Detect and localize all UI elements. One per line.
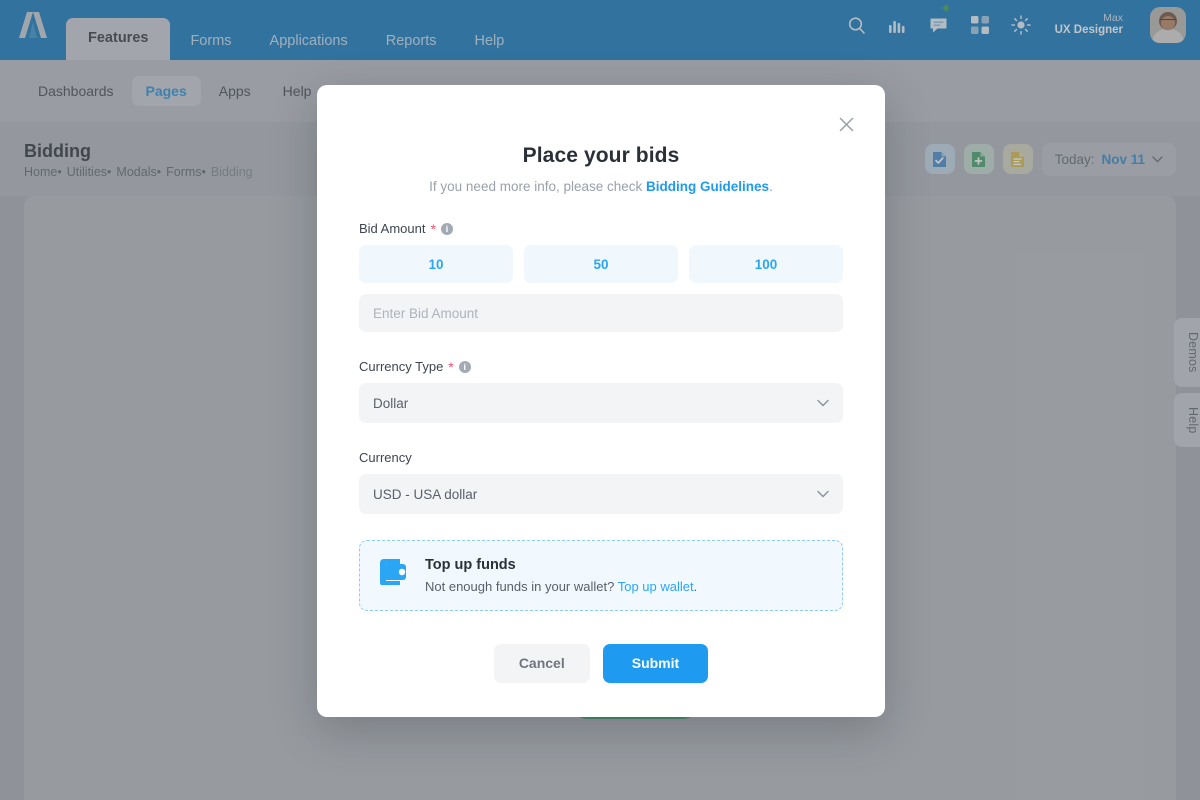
alert-body: Not enough funds in your wallet? Top up …: [425, 579, 697, 594]
side-tab-help[interactable]: Help: [1174, 392, 1200, 448]
currency-select[interactable]: USD - USA dollar: [359, 474, 843, 514]
main-tab-features-label: Features: [88, 29, 149, 46]
notification-badge-dot: [942, 5, 949, 11]
user-info[interactable]: Max UX Designer: [1055, 12, 1123, 37]
bid-amount-input[interactable]: [359, 294, 843, 332]
wallet-icon: [380, 559, 406, 585]
document-add-icon[interactable]: [963, 144, 994, 174]
breadcrumb-separator: •: [57, 165, 62, 180]
user-role: UX Designer: [1054, 24, 1123, 37]
page-actions: Today: Nov 11: [924, 142, 1176, 176]
bid-quick-amount-10[interactable]: 10: [359, 245, 513, 283]
main-tab-forms-label: Forms: [190, 32, 232, 49]
bid-quick-amounts: 10 50 100: [359, 245, 843, 283]
subnav-label-help: Help: [282, 83, 312, 99]
apps-grid-icon[interactable]: [969, 14, 991, 36]
sidebar-item-dashboards[interactable]: Dashboards: [24, 76, 128, 106]
info-icon[interactable]: i: [440, 222, 453, 235]
breadcrumb-separator: •: [201, 165, 206, 180]
user-name: Max: [1103, 12, 1123, 25]
bid-amount-label-row: Bid Amount * i: [359, 221, 843, 236]
modal-subtitle: If you need more info, please check Bidd…: [359, 179, 843, 194]
main-tab-features[interactable]: Features: [66, 17, 171, 60]
required-asterisk: *: [430, 220, 436, 237]
sidebar-item-help[interactable]: Help: [269, 76, 326, 106]
currency-type-field: Currency Type * i Dollar: [359, 359, 843, 423]
modal-actions: Cancel Submit: [359, 644, 843, 683]
bid-quick-amount-50[interactable]: 50: [524, 245, 678, 283]
header-actions: Max UX Designer: [846, 0, 1200, 60]
currency-label-row: Currency: [359, 450, 843, 465]
alert-text-group: Top up funds Not enough funds in your wa…: [425, 557, 697, 594]
brightness-icon[interactable]: [1010, 14, 1032, 36]
bidding-guidelines-link[interactable]: Bidding Guidelines: [646, 179, 770, 194]
search-icon[interactable]: [846, 14, 868, 36]
top-up-funds-alert: Top up funds Not enough funds in your wa…: [359, 540, 843, 611]
date-picker-value: Nov 11: [1101, 151, 1145, 167]
currency-type-label-row: Currency Type * i: [359, 359, 843, 374]
breadcrumb-item-home[interactable]: Home: [24, 165, 58, 180]
breadcrumb-item-utilities[interactable]: Utilities: [66, 165, 108, 180]
currency-field: Currency USD - USA dollar: [359, 450, 843, 514]
main-header: Features Forms Applications Reports Help: [0, 0, 1200, 60]
main-tab-applications-label: Applications: [269, 32, 348, 49]
modal-title: Place your bids: [522, 144, 680, 167]
info-icon[interactable]: i: [458, 360, 471, 373]
currency-label: Currency: [359, 450, 412, 465]
currency-select-wrap: USD - USA dollar: [359, 474, 843, 514]
subnav-label-pages: Pages: [145, 83, 187, 99]
alert-title: Top up funds: [425, 557, 516, 573]
close-icon[interactable]: [835, 113, 857, 135]
subnav-label-dashboards: Dashboards: [38, 83, 114, 99]
subnav-label-apps: Apps: [218, 83, 251, 99]
bid-amount-field: Bid Amount * i 10 50 100: [359, 221, 843, 332]
place-bids-modal: Place your bids If you need more info, p…: [317, 85, 885, 717]
breadcrumb-item-bidding: Bidding: [210, 165, 253, 180]
main-tab-reports-label: Reports: [385, 32, 437, 49]
main-tab-forms[interactable]: Forms: [172, 24, 249, 61]
document-list-icon[interactable]: [1002, 144, 1033, 174]
alert-body-period: .: [693, 579, 698, 594]
main-tab-list: Features Forms Applications Reports Help: [66, 0, 522, 60]
breadcrumb-item-forms[interactable]: Forms: [166, 165, 202, 180]
currency-type-select[interactable]: Dollar: [359, 383, 843, 423]
alert-body-text: Not enough funds in your wallet?: [425, 579, 618, 594]
bid-amount-label: Bid Amount: [359, 221, 426, 236]
document-check-icon[interactable]: [924, 144, 955, 174]
modal-subtitle-text: If you need more info, please check: [429, 179, 647, 194]
sidebar-item-apps[interactable]: Apps: [205, 76, 265, 106]
page-title: Bidding: [24, 140, 91, 161]
currency-type-select-wrap: Dollar: [359, 383, 843, 423]
page-title-group: Bidding Home • Utilities • Modals • Form…: [24, 139, 253, 179]
side-tab-demos[interactable]: Demos: [1174, 318, 1200, 387]
required-asterisk: *: [448, 358, 454, 375]
submit-button[interactable]: Submit: [602, 644, 709, 683]
breadcrumb-separator: •: [156, 165, 162, 180]
breadcrumb: Home • Utilities • Modals • Forms • Bidd…: [24, 165, 253, 179]
avatar[interactable]: [1150, 7, 1186, 43]
breadcrumb-item-modals[interactable]: Modals: [116, 165, 157, 180]
date-picker-label: Today:: [1054, 151, 1095, 167]
analytics-icon[interactable]: [887, 14, 909, 36]
currency-type-label: Currency Type: [359, 359, 444, 374]
sidebar-item-pages[interactable]: Pages: [131, 76, 201, 106]
modal-subtitle-period: .: [769, 179, 773, 194]
messages-icon[interactable]: [928, 5, 950, 36]
main-tab-help[interactable]: Help: [457, 24, 523, 61]
bid-quick-amount-100[interactable]: 100: [689, 245, 843, 283]
main-tab-reports[interactable]: Reports: [368, 24, 455, 61]
breadcrumb-separator: •: [107, 165, 112, 180]
app-logo-icon[interactable]: [0, 0, 66, 60]
chevron-down-icon: [1152, 155, 1163, 162]
top-up-wallet-link[interactable]: Top up wallet: [617, 579, 694, 594]
date-picker[interactable]: Today: Nov 11: [1041, 142, 1176, 176]
main-tab-help-label: Help: [474, 32, 505, 49]
side-tab-group: Demos Help: [1174, 318, 1200, 448]
main-tab-applications[interactable]: Applications: [252, 24, 366, 61]
cancel-button[interactable]: Cancel: [493, 644, 590, 683]
